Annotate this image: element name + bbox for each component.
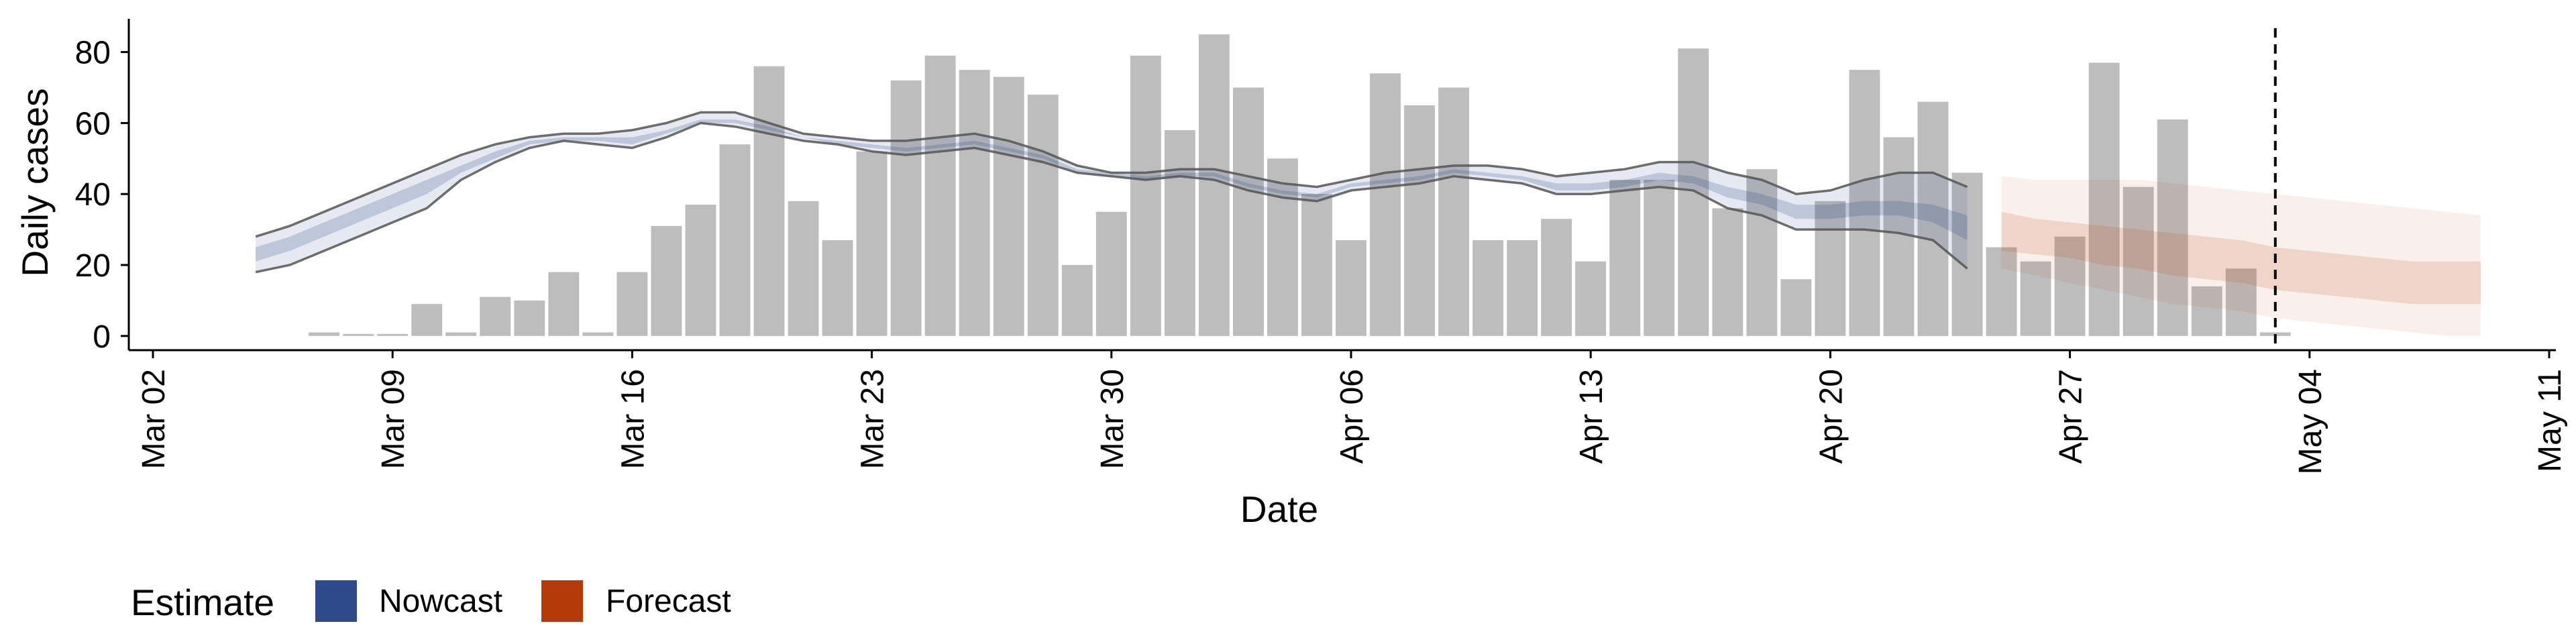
y-tick-label: 20 [75, 248, 111, 284]
bar [480, 297, 511, 336]
legend-label-nowcast: Nowcast [379, 584, 502, 619]
y-tick-label: 80 [75, 36, 111, 71]
y-tick-label: 0 [93, 319, 111, 355]
x-tick-label: Apr 13 [1574, 369, 1609, 464]
bars-layer [309, 34, 2291, 336]
bar [685, 205, 716, 336]
bar [1130, 55, 1161, 336]
bar [1507, 240, 1538, 336]
bar [1609, 180, 1641, 336]
bar [924, 55, 956, 336]
bar [1644, 180, 1675, 336]
bar [2054, 236, 2086, 336]
forecast-outer-band [2001, 176, 2481, 336]
bar [1061, 265, 1093, 336]
axes-layer: 0 20 40 60 80 Mar 02 Mar 09 Mar 16 Mar 23 Mar 30 A… [75, 19, 2568, 474]
bar [1883, 137, 1915, 336]
bar [890, 80, 922, 336]
bar [2191, 286, 2222, 336]
bar [1712, 208, 1743, 336]
y-axis-title: Daily cases [14, 88, 56, 276]
bar [1301, 194, 1332, 336]
forecast-inner-band [2001, 211, 2481, 305]
bar [1951, 172, 1983, 336]
x-tick-label: Mar 23 [855, 369, 891, 469]
bar [651, 225, 682, 336]
bar [411, 304, 443, 336]
bar [1198, 34, 1230, 336]
bar [1233, 87, 1264, 336]
bar [2225, 268, 2257, 336]
bar [1746, 169, 1778, 336]
bar [1815, 201, 1846, 336]
bar [309, 332, 340, 336]
bar [2123, 186, 2154, 336]
bar [582, 332, 614, 336]
bar [445, 332, 477, 336]
bar [616, 272, 648, 336]
bar [856, 151, 888, 336]
bar [1849, 70, 1880, 336]
bar [1678, 48, 1709, 336]
legend-swatch-forecast [541, 580, 583, 622]
nowcast-layer [255, 111, 1968, 274]
x-tick-label: Mar 16 [615, 369, 651, 469]
bar [1336, 240, 1366, 336]
bar [1267, 158, 1298, 336]
x-tick-label: Apr 06 [1334, 369, 1370, 464]
bar [1027, 95, 1059, 336]
bar [1472, 240, 1504, 336]
bar [959, 70, 990, 336]
bar [753, 66, 785, 336]
x-axis-title: Date [1240, 488, 1318, 530]
bar [822, 240, 853, 336]
bar [2157, 119, 2188, 336]
bar [1370, 73, 1401, 336]
bar [1164, 130, 1195, 336]
forecast-layer [2001, 176, 2481, 336]
x-tick-label: May 11 [2532, 369, 2568, 472]
legend-swatch-nowcast [315, 580, 357, 622]
bar [1986, 247, 2017, 336]
legend-label-forecast: Forecast [606, 584, 731, 619]
bar [719, 144, 751, 336]
bar [1541, 219, 1572, 336]
bar [788, 201, 819, 336]
bar [993, 76, 1024, 336]
bar [377, 333, 409, 336]
bar [1917, 101, 1949, 336]
bar [1575, 261, 1607, 336]
nowcast-upper-line [255, 111, 1968, 238]
bar [514, 300, 545, 336]
bar [2020, 261, 2051, 336]
x-tick-label: Apr 20 [1813, 369, 1849, 464]
x-tick-label: Mar 02 [136, 369, 172, 469]
x-tick-label: Mar 09 [376, 369, 411, 469]
x-tick-label: Mar 30 [1095, 369, 1130, 469]
bar [2088, 62, 2120, 336]
nowcast-lower-line [255, 121, 1968, 274]
bar [1780, 279, 1812, 336]
x-tick-label: May 04 [2293, 369, 2328, 474]
bar [343, 333, 374, 336]
x-tick-label: Apr 27 [2053, 369, 2089, 464]
bar [1404, 105, 1435, 336]
legend: Estimate Nowcast Forecast [131, 580, 731, 623]
bar [548, 272, 580, 336]
bar [1438, 87, 1469, 336]
y-tick-label: 40 [75, 177, 111, 213]
bar [1095, 211, 1127, 336]
y-tick-label: 60 [75, 106, 111, 142]
legend-title: Estimate [131, 582, 274, 623]
